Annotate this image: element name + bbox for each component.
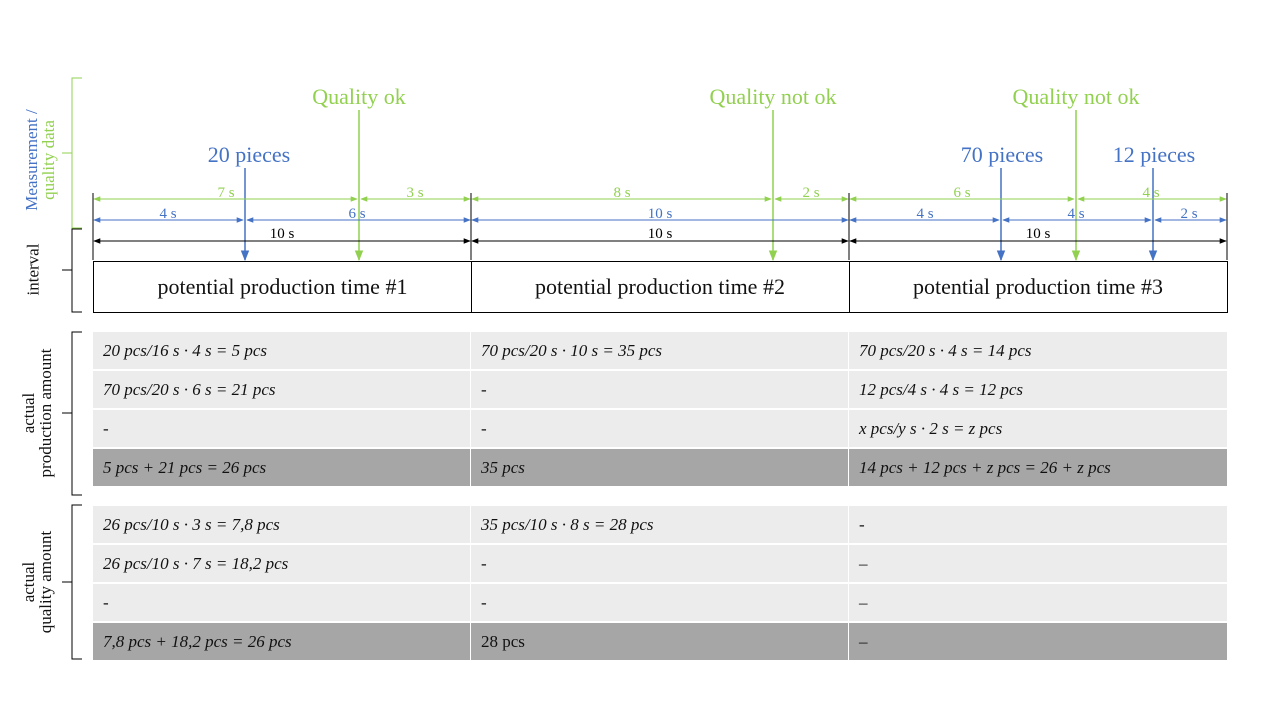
table-cell: 70 pcs/20 s · 6 s = 21 pcs xyxy=(93,371,470,408)
pieces-label: 12 pieces xyxy=(1113,142,1195,167)
table-cell: 26 pcs/10 s · 3 s = 7,8 pcs xyxy=(93,506,470,543)
duration-label: 3 s xyxy=(406,185,423,201)
table-cell: 12 pcs/4 s · 4 s = 12 pcs xyxy=(849,371,1227,408)
table-sum-cell: 35 pcs xyxy=(471,449,848,486)
table-cell: - xyxy=(849,506,1227,543)
duration-label: 10 s xyxy=(1026,226,1051,242)
interval-label: potential production time #3 xyxy=(913,274,1163,299)
table-sum-cell: 5 pcs + 21 pcs = 26 pcs xyxy=(93,449,470,486)
quality-amount-label-line2: quality amount xyxy=(36,530,55,634)
measurement-axis-label: Measurement / quality data xyxy=(22,80,58,240)
table-cell: x pcs/y s · 2 s = z pcs xyxy=(849,410,1227,447)
table-cell: 70 pcs/20 s · 4 s = 14 pcs xyxy=(849,332,1227,369)
table-cell: – xyxy=(849,545,1227,582)
table-cell: 35 pcs/10 s · 8 s = 28 pcs xyxy=(471,506,848,543)
quality-amount-label-line1: actual xyxy=(19,561,38,603)
quality-data-label: quality data xyxy=(39,120,58,200)
quality-label: Quality not ok xyxy=(1012,84,1139,109)
bracket-quality xyxy=(62,504,82,660)
table-cell: - xyxy=(471,371,848,408)
duration-label: 7 s xyxy=(217,185,234,201)
pieces-label: 70 pieces xyxy=(961,142,1043,167)
interval-label: potential production time #2 xyxy=(535,274,785,299)
duration-label: 8 s xyxy=(613,185,630,201)
interval-box-3: potential production time #3 xyxy=(849,261,1228,313)
production-label-line1: actual xyxy=(19,392,38,434)
duration-label: 4 s xyxy=(159,206,176,222)
production-label-line2: production amount xyxy=(36,348,55,478)
bracket-measurement xyxy=(62,77,82,229)
interval-axis-text: interval xyxy=(23,243,43,296)
duration-label: 2 s xyxy=(802,185,819,201)
table-cell: - xyxy=(93,584,470,621)
duration-label: 2 s xyxy=(1180,206,1197,222)
quality-amount-axis-label: actual quality amount xyxy=(19,502,55,662)
interval-label: potential production time #1 xyxy=(157,274,408,299)
table-cell: 70 pcs/20 s · 10 s = 35 pcs xyxy=(471,332,848,369)
table-cell: – xyxy=(849,584,1227,621)
table-cell: 26 pcs/10 s · 7 s = 18,2 pcs xyxy=(93,545,470,582)
interval-box-1: potential production time #1 xyxy=(93,261,472,313)
table-cell: - xyxy=(471,545,848,582)
table-cell: - xyxy=(93,410,470,447)
duration-label: 10 s xyxy=(648,226,673,242)
table-cell: 20 pcs/16 s · 4 s = 5 pcs xyxy=(93,332,470,369)
quality-label: Quality not ok xyxy=(709,84,836,109)
bracket-interval xyxy=(62,228,82,313)
interval-box-2: potential production time #2 xyxy=(471,261,850,313)
table-cell: - xyxy=(471,410,848,447)
table-cell: - xyxy=(471,584,848,621)
pieces-label: 20 pieces xyxy=(208,142,290,167)
duration-label: 4 s xyxy=(1142,185,1159,201)
bracket-production xyxy=(62,331,82,496)
interval-axis-label: interval xyxy=(23,220,43,320)
duration-label: 6 s xyxy=(348,206,365,222)
table-sum-cell: – xyxy=(849,623,1227,660)
duration-label: 6 s xyxy=(953,185,970,201)
table-sum-cell: 28 pcs xyxy=(471,623,848,660)
duration-label: 10 s xyxy=(648,206,673,222)
production-axis-label: actual production amount xyxy=(19,333,55,493)
duration-label: 10 s xyxy=(270,226,295,242)
duration-label: 4 s xyxy=(916,206,933,222)
measurement-label: Measurement / xyxy=(22,109,41,211)
quality-label: Quality ok xyxy=(312,84,406,109)
table-sum-cell: 7,8 pcs + 18,2 pcs = 26 pcs xyxy=(93,623,470,660)
table-sum-cell: 14 pcs + 12 pcs + z pcs = 26 + z pcs xyxy=(849,449,1227,486)
duration-label: 4 s xyxy=(1067,206,1084,222)
